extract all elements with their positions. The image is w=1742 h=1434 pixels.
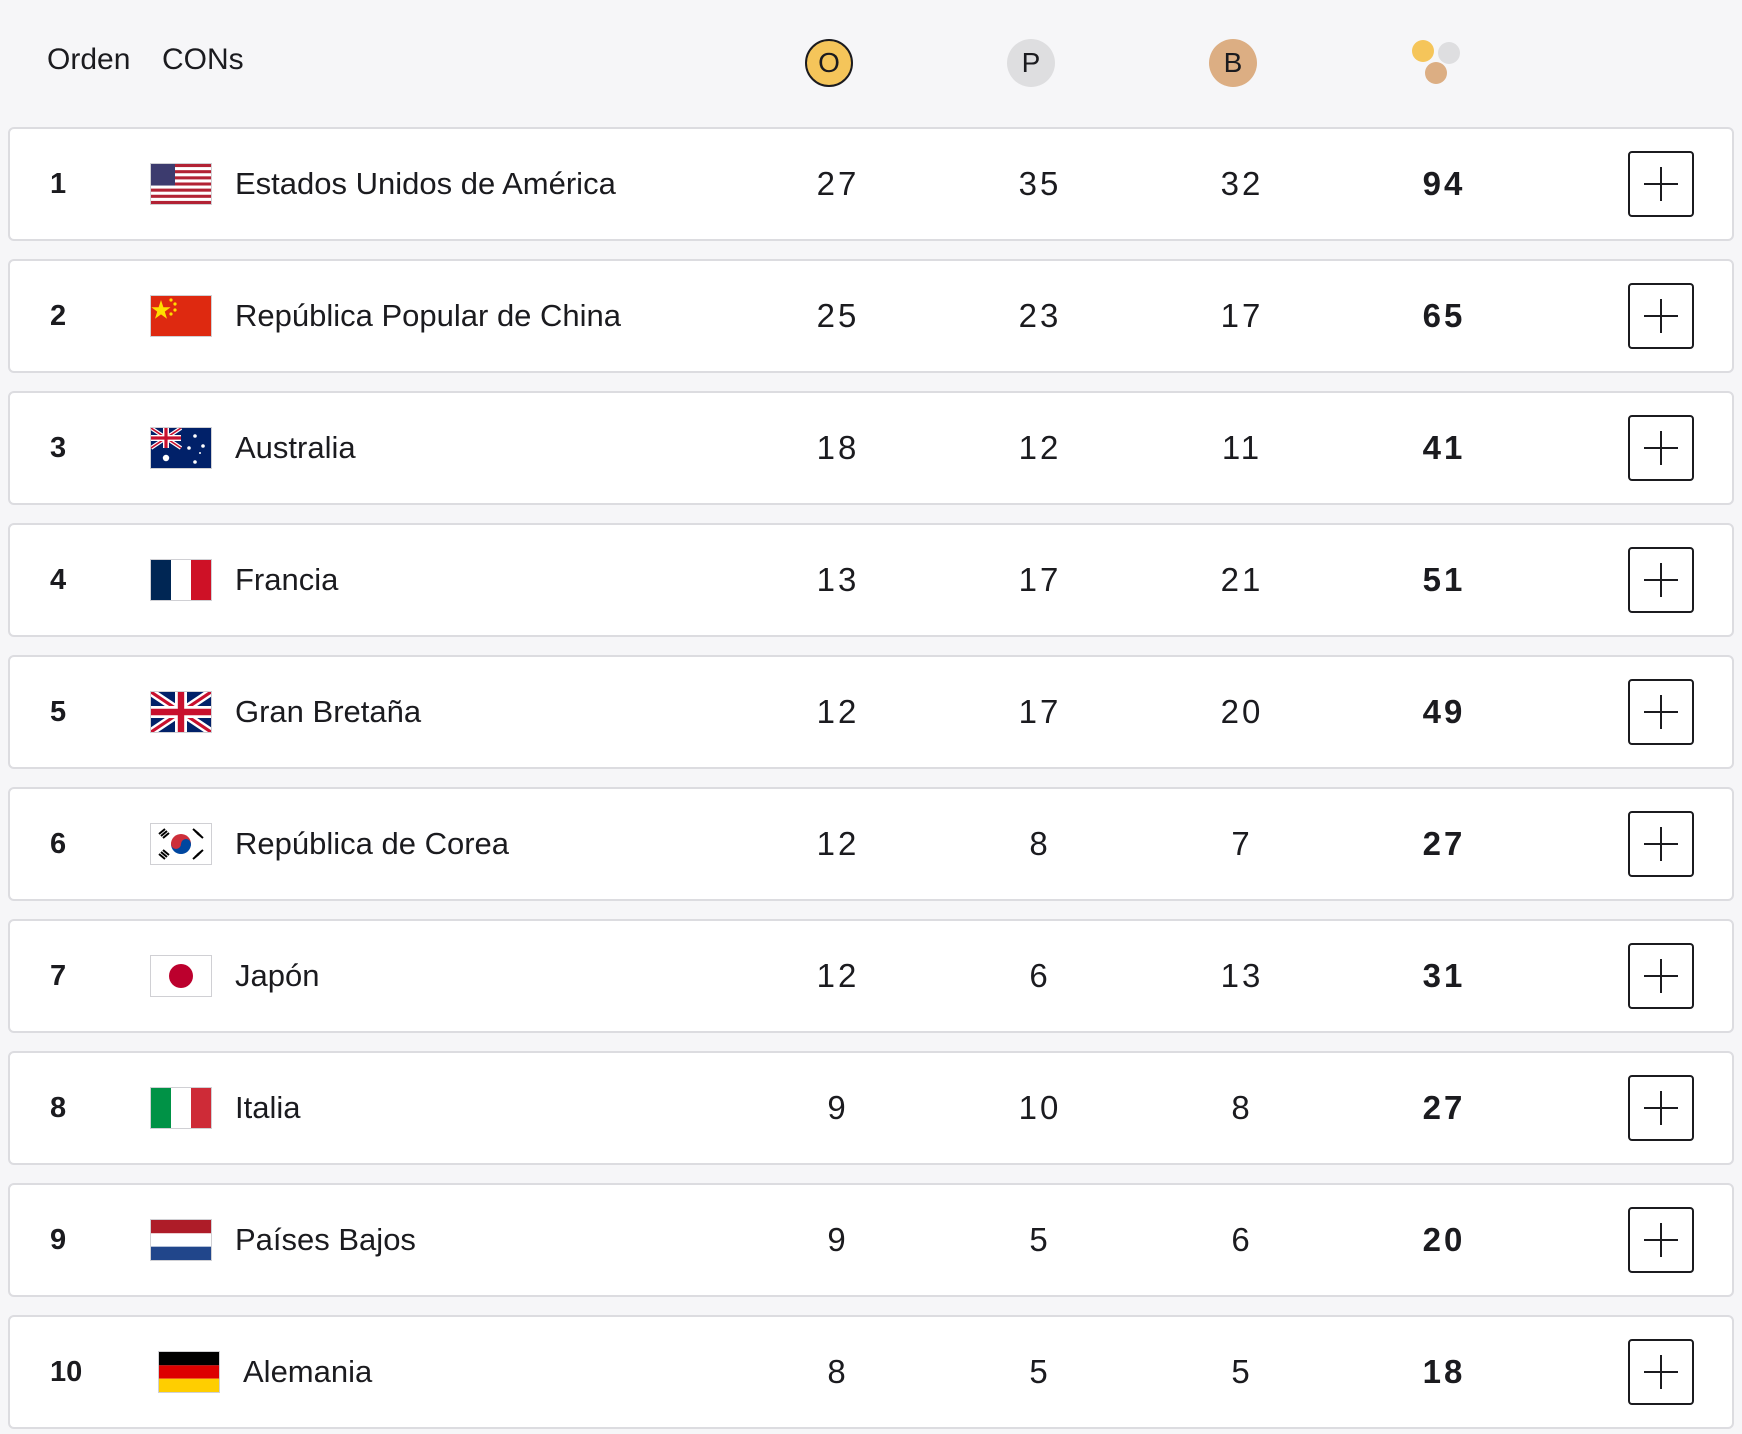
total-count: 51 [1422, 561, 1466, 598]
table-row: 6 República de Corea 12 8 7 27 [8, 787, 1734, 901]
country-name: Estados Unidos de América [235, 166, 616, 201]
gold-count: 8 [827, 1353, 849, 1390]
rank-value: 1 [50, 168, 67, 200]
silver-count: 6 [1029, 957, 1051, 994]
table-row: 4 Francia 13 17 21 51 [8, 523, 1734, 637]
total-count: 31 [1422, 957, 1466, 994]
silver-count: 8 [1029, 825, 1051, 862]
silver-count: 10 [1018, 1089, 1062, 1126]
rank-value: 7 [50, 960, 67, 992]
bronze-count: 13 [1220, 957, 1264, 994]
silver-count: 12 [1018, 429, 1062, 466]
australia-flag-icon [150, 427, 212, 469]
gold-count: 9 [827, 1089, 849, 1126]
usa-flag-icon [150, 163, 212, 205]
bronze-count: 6 [1231, 1221, 1253, 1258]
total-count: 20 [1422, 1221, 1466, 1258]
bronze-count: 11 [1221, 429, 1263, 466]
korea-flag-icon [150, 823, 212, 865]
bronze-count: 20 [1220, 693, 1264, 730]
silver-count: 35 [1018, 165, 1062, 202]
silver-medal-icon: P [1007, 39, 1055, 87]
total-count: 94 [1422, 165, 1466, 202]
table-row: 10 Alemania 8 5 5 18 [8, 1315, 1734, 1429]
expand-row-button[interactable] [1628, 415, 1694, 481]
country-name: República Popular de China [235, 298, 622, 333]
medals-total-icon [1410, 40, 1466, 88]
gold-count: 12 [816, 825, 860, 862]
silver-count: 5 [1029, 1221, 1051, 1258]
gold-count: 9 [827, 1221, 849, 1258]
expand-row-button[interactable] [1628, 811, 1694, 877]
bronze-medal-icon: B [1209, 39, 1257, 87]
country-name: Alemania [243, 1354, 373, 1389]
bronze-count: 7 [1231, 825, 1253, 862]
germany-flag-icon [158, 1351, 220, 1393]
rank-value: 10 [50, 1356, 83, 1388]
table-row: 1 Estados Unidos de América 27 35 32 94 [8, 127, 1734, 241]
table-row: 9 Países Bajos 9 5 6 20 [8, 1183, 1734, 1297]
bronze-count: 21 [1220, 561, 1264, 598]
gold-medal-icon: O [805, 39, 853, 87]
france-flag-icon [150, 559, 212, 601]
rank-value: 2 [50, 300, 67, 332]
total-count: 49 [1422, 693, 1466, 730]
expand-row-button[interactable] [1628, 943, 1694, 1009]
gold-count: 12 [816, 693, 860, 730]
country-name: Japón [235, 958, 320, 993]
rank-value: 9 [50, 1224, 67, 1256]
great-britain-flag-icon [150, 691, 212, 733]
country-name: Australia [235, 430, 356, 465]
silver-count: 17 [1018, 693, 1062, 730]
expand-row-button[interactable] [1628, 283, 1694, 349]
total-count: 27 [1422, 825, 1466, 862]
netherlands-flag-icon [150, 1219, 212, 1261]
silver-count: 5 [1029, 1353, 1051, 1390]
expand-row-button[interactable] [1628, 1075, 1694, 1141]
country-name: Francia [235, 562, 339, 597]
table-row: 5 Gran Bretaña 12 17 20 49 [8, 655, 1734, 769]
gold-count: 12 [816, 957, 860, 994]
gold-count: 25 [816, 297, 860, 334]
bronze-count: 32 [1220, 165, 1264, 202]
expand-row-button[interactable] [1628, 1207, 1694, 1273]
rank-value: 4 [50, 564, 67, 596]
country-name: Países Bajos [235, 1222, 416, 1257]
country-name: República de Corea [235, 826, 510, 861]
medal-table-header: Orden CONs O P B [0, 0, 1742, 122]
expand-row-button[interactable] [1628, 1339, 1694, 1405]
total-count: 18 [1422, 1353, 1466, 1390]
bronze-count: 5 [1231, 1353, 1253, 1390]
country-name: Gran Bretaña [235, 694, 422, 729]
rank-value: 6 [50, 828, 67, 860]
noc-column-header: CONs [162, 43, 244, 76]
total-count: 41 [1422, 429, 1466, 466]
rank-column-header: Orden [47, 43, 131, 76]
expand-row-button[interactable] [1628, 151, 1694, 217]
bronze-count: 8 [1231, 1089, 1253, 1126]
table-row: 7 Japón 12 6 13 31 [8, 919, 1734, 1033]
expand-row-button[interactable] [1628, 679, 1694, 745]
china-flag-icon [150, 295, 212, 337]
expand-row-button[interactable] [1628, 547, 1694, 613]
table-row: 2 República Popular de China 25 23 17 65 [8, 259, 1734, 373]
rank-value: 3 [50, 432, 67, 464]
table-row: 8 Italia 9 10 8 27 [8, 1051, 1734, 1165]
japan-flag-icon [150, 955, 212, 997]
rank-value: 5 [50, 696, 67, 728]
total-count: 65 [1422, 297, 1466, 334]
rank-value: 8 [50, 1092, 67, 1124]
gold-count: 18 [816, 429, 860, 466]
table-row: 3 Australia 18 12 11 41 [8, 391, 1734, 505]
italy-flag-icon [150, 1087, 212, 1129]
country-name: Italia [235, 1090, 301, 1125]
gold-count: 13 [816, 561, 860, 598]
gold-count: 27 [816, 165, 860, 202]
silver-count: 17 [1018, 561, 1062, 598]
total-count: 27 [1422, 1089, 1466, 1126]
bronze-count: 17 [1220, 297, 1264, 334]
silver-count: 23 [1018, 297, 1062, 334]
